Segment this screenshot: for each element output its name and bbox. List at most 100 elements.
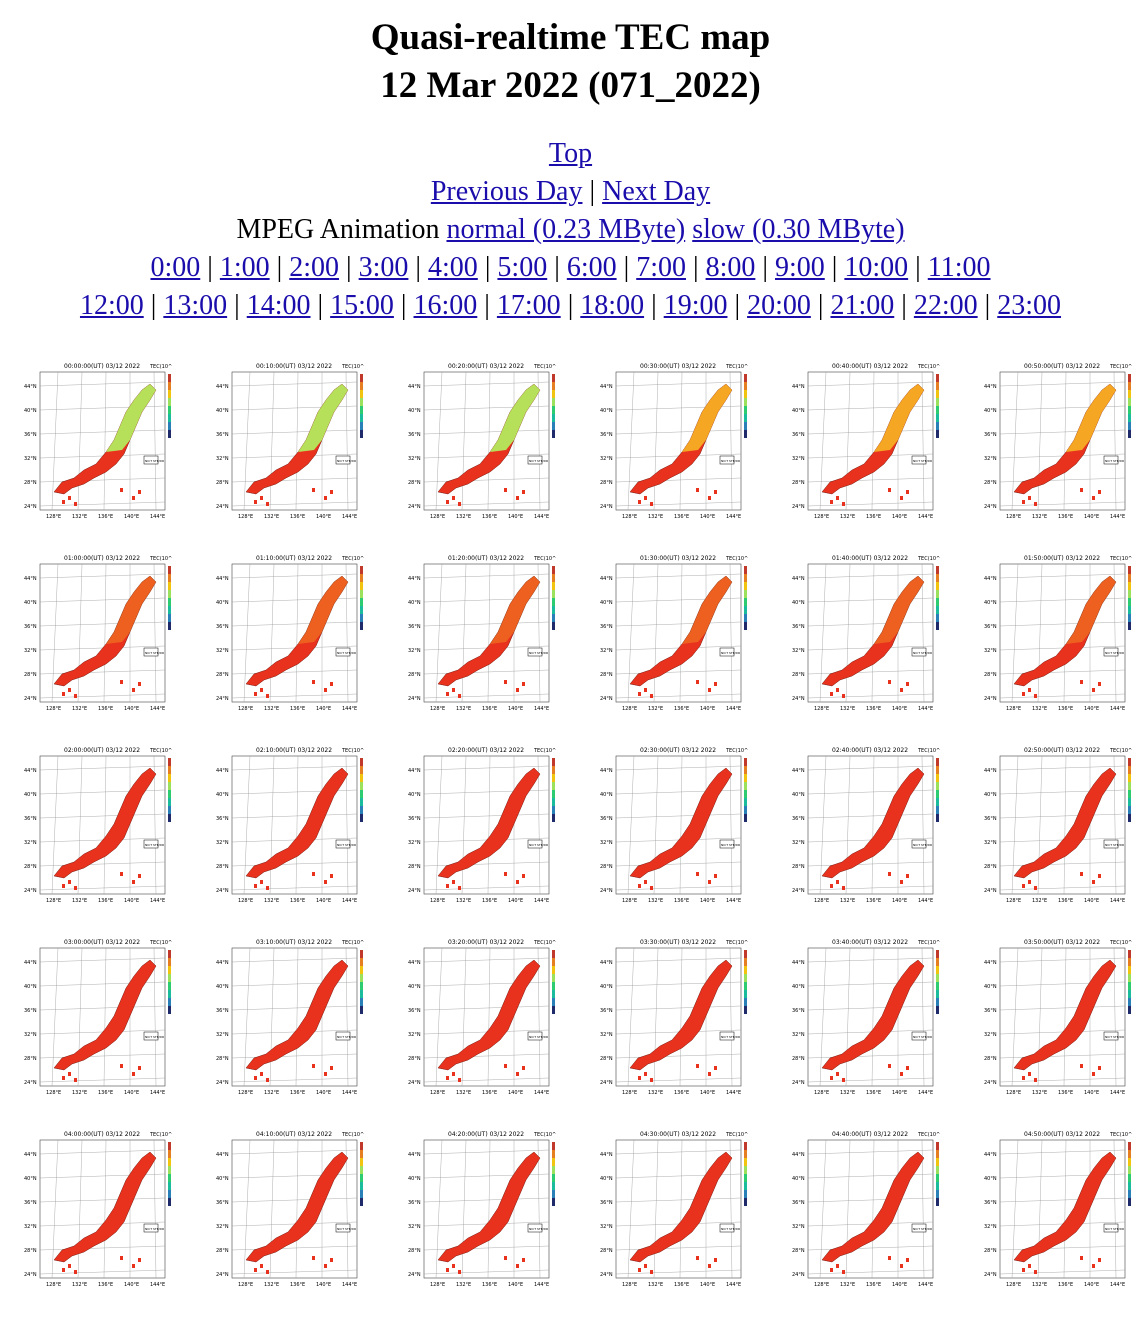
tec-map-thumbnail[interactable]: 02:50:00(UT) 03/12 2022 TEC(10^16m^-2) 44°…: [982, 744, 1132, 906]
tec-map-thumbnail[interactable]: 04:00:00(UT) 03/12 2022 TEC(10^16m^-2) 44°…: [22, 1128, 172, 1290]
hour-link-10-00[interactable]: 10:00: [844, 252, 909, 283]
hour-link-6-00[interactable]: 6:00: [566, 252, 617, 283]
colorbar-segment: [360, 806, 363, 814]
tec-map-thumbnail[interactable]: 00:10:00(UT) 03/12 2022 TEC(10^16m^-2) 44°…: [214, 360, 364, 522]
hour-link-4-00[interactable]: 4:00: [428, 252, 478, 283]
tec-map-thumbnail[interactable]: 02:10:00(UT) 03/12 2022 TEC(10^16m^-2) 44°…: [214, 744, 364, 906]
hour-link-18-00[interactable]: 18:00: [580, 290, 645, 321]
graticule-line: [921, 947, 925, 1087]
tec-map-thumbnail[interactable]: 01:40:00(UT) 03/12 2022 TEC(10^16m^-2) 44°…: [790, 552, 940, 714]
island-marker: [120, 1064, 123, 1068]
tec-map-thumbnail[interactable]: 02:40:00(UT) 03/12 2022 TEC(10^16m^-2) 44°…: [790, 744, 940, 906]
tec-map-thumbnail[interactable]: 00:00:00(UT) 03/12 2022 TEC(10^16m^-2) 44°…: [22, 360, 172, 522]
hour-link-1-00[interactable]: 1:00: [219, 252, 270, 283]
previous-day-link[interactable]: Previous Day: [430, 176, 583, 207]
tec-map-thumbnail[interactable]: 03:30:00(UT) 03/12 2022 TEC(10^16m^-2) 44°…: [598, 936, 748, 1098]
tec-map-thumbnail[interactable]: 03:20:00(UT) 03/12 2022 TEC(10^16m^-2) 44°…: [406, 936, 556, 1098]
hour-link-9-00[interactable]: 9:00: [774, 252, 825, 283]
next-day-link[interactable]: Next Day: [602, 176, 711, 207]
hour-link-21-00[interactable]: 21:00: [830, 290, 895, 321]
colorbar-segment: [1128, 606, 1131, 614]
tec-map-thumbnail[interactable]: 00:20:00(UT) 03/12 2022 TEC(10^16m^-2) 44°…: [406, 360, 556, 522]
lon-label: 128°E: [430, 706, 445, 712]
lat-label: 40°N: [24, 1176, 37, 1182]
tec-map-thumbnail[interactable]: 04:20:00(UT) 03/12 2022 TEC(10^16m^-2) 44°…: [406, 1128, 556, 1290]
hour-link-3-00[interactable]: 3:00: [358, 252, 409, 283]
lat-label: 36°N: [792, 1008, 805, 1014]
lon-label: 140°E: [316, 898, 331, 904]
hour-link-11-00[interactable]: 11:00: [927, 252, 991, 283]
nict-badge-label: NICT STE/DR: [721, 1035, 740, 1039]
tec-map-thumbnail[interactable]: 03:10:00(UT) 03/12 2022 TEC(10^16m^-2) 44°…: [214, 936, 364, 1098]
map-title: 00:30:00(UT) 03/12 2022: [640, 363, 716, 370]
graticule-line: [231, 669, 358, 675]
tec-map-thumbnail[interactable]: 02:20:00(UT) 03/12 2022 TEC(10^16m^-2) 44°…: [406, 744, 556, 906]
lat-label: 24°N: [216, 504, 229, 510]
hour-link-14-00[interactable]: 14:00: [246, 290, 311, 321]
lat-label: 32°N: [408, 648, 421, 654]
hour-link-22-00[interactable]: 22:00: [913, 290, 978, 321]
lon-label: 136°E: [290, 898, 305, 904]
lat-label: 28°N: [408, 1056, 421, 1062]
map-unit-label: TEC(10^16m^-2): [725, 1132, 748, 1138]
hour-link-7-00[interactable]: 7:00: [636, 252, 686, 283]
lat-label: 28°N: [792, 672, 805, 678]
lat-label: 28°N: [408, 672, 421, 678]
tec-map-thumbnail[interactable]: 00:50:00(UT) 03/12 2022 TEC(10^16m^-2) 44°…: [982, 360, 1132, 522]
tec-map-thumbnail[interactable]: 03:40:00(UT) 03/12 2022 TEC(10^16m^-2) 44°…: [790, 936, 940, 1098]
hour-link-2-00[interactable]: 2:00: [289, 252, 340, 283]
hour-link-16-00[interactable]: 16:00: [413, 290, 478, 321]
tec-map-thumbnail[interactable]: 01:10:00(UT) 03/12 2022 TEC(10^16m^-2) 44°…: [214, 552, 364, 714]
mpeg-slow-link[interactable]: slow (0.30 MByte): [692, 214, 905, 245]
colorbar-segment: [360, 606, 363, 614]
hour-link-19-00[interactable]: 19:00: [663, 290, 728, 321]
island-marker: [1098, 1066, 1101, 1070]
top-link[interactable]: Top: [548, 138, 593, 169]
hour-link-5-00[interactable]: 5:00: [497, 252, 548, 283]
graticule-line: [999, 957, 1126, 963]
lat-label: 44°N: [984, 384, 997, 390]
tec-map-thumbnail[interactable]: 04:40:00(UT) 03/12 2022 TEC(10^16m^-2) 44°…: [790, 1128, 940, 1290]
lon-label: 140°E: [508, 1282, 523, 1288]
colorbar-segment: [552, 974, 555, 982]
hour-link-15-00[interactable]: 15:00: [330, 290, 394, 321]
nict-badge: [143, 455, 159, 465]
graticule-line: [39, 1005, 166, 1011]
tec-map-thumbnail[interactable]: 03:00:00(UT) 03/12 2022 TEC(10^16m^-2) 44°…: [22, 936, 172, 1098]
colorbar-segment: [936, 414, 939, 422]
hour-link-23-00[interactable]: 23:00: [997, 290, 1062, 321]
hour-link-13-00[interactable]: 13:00: [163, 290, 228, 321]
hour-link-0-00[interactable]: 0:00: [150, 252, 201, 283]
tec-map-thumbnail[interactable]: 00:40:00(UT) 03/12 2022 TEC(10^16m^-2) 44°…: [790, 360, 940, 522]
tec-map-thumbnail[interactable]: 02:30:00(UT) 03/12 2022 TEC(10^16m^-2) 44°…: [598, 744, 748, 906]
tec-map-thumbnail[interactable]: 01:50:00(UT) 03/12 2022 TEC(10^16m^-2) 44°…: [982, 552, 1132, 714]
lon-label: 140°E: [1084, 706, 1099, 712]
hour-link-17-00[interactable]: 17:00: [496, 290, 561, 321]
lat-label: 28°N: [216, 1056, 229, 1062]
hour-link-20-00[interactable]: 20:00: [747, 290, 811, 321]
map-title: 03:00:00(UT) 03/12 2022: [64, 939, 140, 946]
colorbar-segment: [936, 1150, 939, 1158]
tec-map-thumbnail[interactable]: 01:30:00(UT) 03/12 2022 TEC(10^16m^-2) 44°…: [598, 552, 748, 714]
tec-map-thumbnail[interactable]: 03:50:00(UT) 03/12 2022 TEC(10^16m^-2) 44°…: [982, 936, 1132, 1098]
graticule-line: [231, 477, 358, 483]
colorbar-segment: [744, 798, 747, 806]
hour-link-8-00[interactable]: 8:00: [705, 252, 756, 283]
hour-link-12-00[interactable]: 12:00: [79, 290, 144, 321]
tec-map-thumbnail[interactable]: 00:30:00(UT) 03/12 2022 TEC(10^16m^-2) 44°…: [598, 360, 748, 522]
colorbar-segment: [744, 606, 747, 614]
island-marker: [516, 880, 519, 884]
tec-map-thumbnail[interactable]: 04:10:00(UT) 03/12 2022 TEC(10^16m^-2) 44°…: [214, 1128, 364, 1290]
lon-label: 132°E: [456, 514, 471, 520]
island-marker: [1034, 1078, 1037, 1082]
tec-map-thumbnail[interactable]: 01:20:00(UT) 03/12 2022 TEC(10^16m^-2) 44°…: [406, 552, 556, 714]
tec-map-thumbnail[interactable]: 02:00:00(UT) 03/12 2022 TEC(10^16m^-2) 44°…: [22, 744, 172, 906]
colorbar-segment: [552, 782, 555, 790]
nict-badge-label: NICT STE/DR: [145, 1227, 164, 1231]
lat-label: 28°N: [984, 864, 997, 870]
lat-label: 28°N: [792, 864, 805, 870]
tec-map-thumbnail[interactable]: 01:00:00(UT) 03/12 2022 TEC(10^16m^-2) 44°…: [22, 552, 172, 714]
tec-map-thumbnail[interactable]: 04:30:00(UT) 03/12 2022 TEC(10^16m^-2) 44°…: [598, 1128, 748, 1290]
mpeg-normal-link[interactable]: normal (0.23 MByte): [446, 214, 686, 245]
tec-map-thumbnail[interactable]: 04:50:00(UT) 03/12 2022 TEC(10^16m^-2) 44°…: [982, 1128, 1132, 1290]
